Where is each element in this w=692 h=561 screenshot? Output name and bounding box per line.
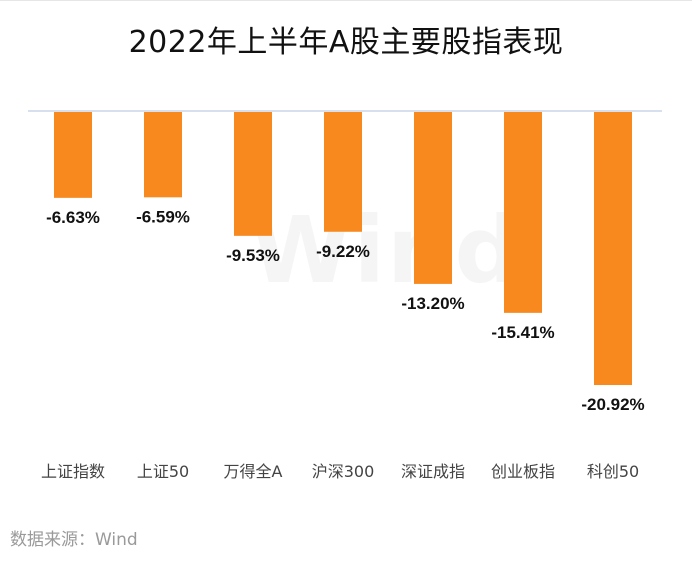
value-label: -20.92% [581,395,644,414]
value-labels-group: -6.63% -6.59% -9.53% -9.22% -13.20% -15.41% -2… [46,207,645,414]
value-label: -6.63% [46,208,100,227]
bar [504,112,542,313]
bar [144,112,182,198]
value-label: -9.22% [316,242,370,261]
bar [234,112,272,236]
category-label: 上证指数 [41,462,105,481]
category-label: 上证50 [137,462,189,481]
bar [414,112,452,284]
bar [324,112,362,232]
bar [54,112,92,198]
value-label: -13.20% [401,294,464,313]
category-label: 深证成指 [401,462,465,481]
category-label: 科创50 [587,462,639,481]
bar [594,112,632,386]
category-label: 创业板指 [491,462,555,481]
category-labels-group: 上证指数 上证50 万得全A 沪深300 深证成指 创业板指 科创50 [41,462,639,481]
data-source-note: 数据来源：Wind [10,530,138,550]
value-label: -6.59% [136,207,190,226]
chart-title: 2022年上半年A股主要股指表现 [128,25,564,60]
bars-group [54,112,632,386]
value-label: -15.41% [491,323,554,342]
value-label: -9.53% [226,246,280,265]
category-label: 万得全A [224,462,283,481]
category-label: 沪深300 [312,462,375,481]
